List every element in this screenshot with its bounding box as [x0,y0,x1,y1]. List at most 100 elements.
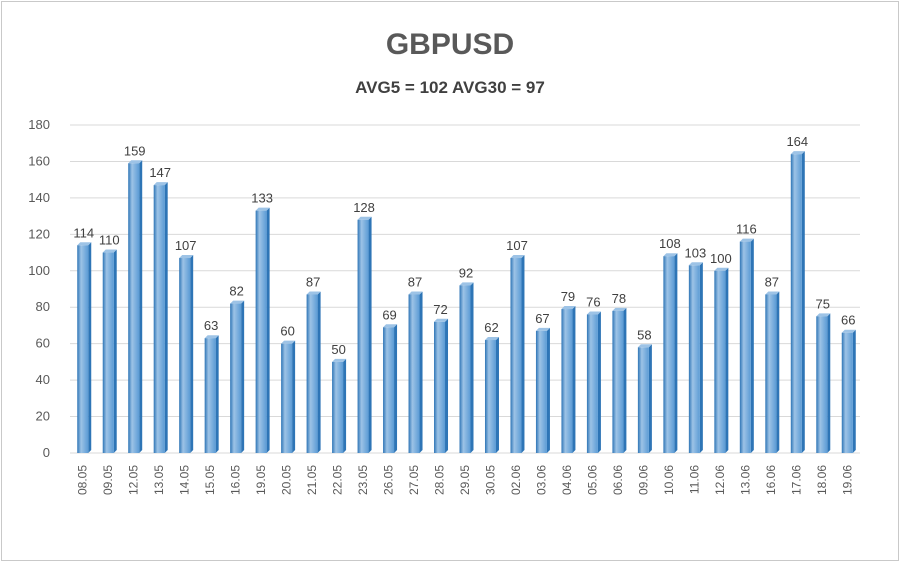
x-tick-label: 03.06 [534,465,548,495]
bar-front [434,321,446,453]
bar [816,313,831,453]
y-tick-label: 40 [36,372,50,387]
x-tick-label: 06.06 [611,465,625,495]
bar-top [383,324,398,328]
bar-top [204,335,219,339]
bar-front [281,343,293,453]
x-tick-label: 19.06 [840,465,854,495]
bar [204,335,219,453]
x-tick-label: 27.05 [407,465,421,495]
bar-side [521,255,525,453]
bar-top [179,255,194,259]
data-label: 108 [659,236,681,251]
bar [663,253,678,453]
bar-front [332,361,344,453]
bar-side [725,267,729,453]
bar-top [459,282,474,286]
bar-front [408,294,420,453]
bar-top [739,238,754,242]
bar-top [434,318,449,322]
bar-top [484,337,499,341]
bar-top [612,307,627,311]
data-label: 87 [765,274,779,289]
bar [637,344,652,453]
data-label: 87 [306,274,320,289]
bar-side [419,291,423,453]
bar-top [841,329,856,333]
y-tick-label: 180 [28,117,50,132]
bar-side [241,300,245,453]
bar-side [317,291,321,453]
x-tick-label: 09.05 [101,465,115,495]
bar-front [306,294,318,453]
bar-top [77,242,92,246]
x-tick-label: 28.05 [433,465,447,495]
y-tick-label: 60 [36,336,50,351]
bar-side [648,344,652,453]
bar-side [776,291,780,453]
data-label: 114 [73,225,94,240]
bar-top [790,151,805,155]
bar-top [306,291,321,295]
data-label: 92 [459,265,473,280]
bar-top [510,255,525,259]
x-tick-label: 12.06 [713,465,727,495]
bar-front [790,154,802,453]
bar-side [266,207,270,453]
bar-top [255,207,270,211]
bar [77,242,92,453]
bar-side [445,318,449,453]
x-tick-label: 16.06 [764,465,778,495]
bar-front [459,285,471,453]
x-tick-label: 22.05 [331,465,345,495]
x-tick-label: 15.05 [203,465,217,495]
bar-top [688,262,703,266]
data-label: 62 [484,320,498,335]
bar-side [88,242,92,453]
bar-side [801,151,805,453]
bar-top [586,311,601,315]
bar-top [230,300,245,304]
x-tick-label: 02.06 [509,465,523,495]
bar-front [179,258,191,453]
bar-top [714,267,729,271]
bar-side [164,182,168,453]
data-label: 63 [204,318,218,333]
bar [357,216,372,453]
bar [306,291,321,453]
bar-top [408,291,423,295]
x-tick-label: 13.05 [152,465,166,495]
bar-top [637,344,652,348]
data-label: 60 [280,324,294,339]
bar-front [714,270,726,453]
bar-top [102,249,117,253]
data-label: 66 [841,313,855,328]
data-label: 103 [685,245,707,260]
bar-side [139,160,143,453]
bar [434,318,449,453]
bar [739,238,754,453]
bar-side [674,253,678,453]
data-label: 133 [251,191,273,206]
x-tick-label: 26.05 [382,465,396,495]
x-tick-label: 30.05 [483,465,497,495]
bar [408,291,423,453]
data-label: 128 [353,200,375,215]
chart-title: GBPUSD [385,28,515,61]
bar-front [637,347,649,453]
data-label: 82 [229,284,243,299]
bar-side [750,238,754,453]
bar-top [561,306,576,310]
y-tick-label: 0 [43,445,50,460]
bar-top [281,340,296,344]
bar-side [470,282,474,453]
bar-side [292,340,296,453]
bar-front [841,332,853,453]
bar-front [230,303,242,453]
data-label: 50 [331,342,345,357]
x-tick-label: 08.05 [76,465,90,495]
bar [484,337,499,453]
x-tick-label: 14.05 [178,465,192,495]
x-tick-label: 12.05 [127,465,141,495]
data-label: 79 [561,289,575,304]
